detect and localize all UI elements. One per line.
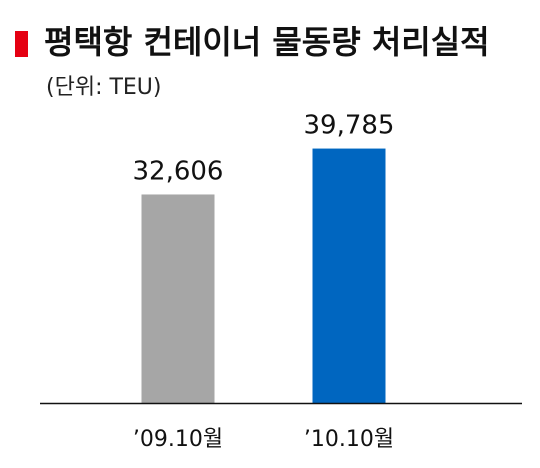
data-label-2: 39,785 <box>304 111 395 141</box>
data-label-1: 32,606 <box>133 156 224 186</box>
title-marker <box>15 31 28 57</box>
chart-title: 평택항 컨테이너 물동량 처리실적 <box>44 23 490 61</box>
bar-2 <box>312 148 386 403</box>
bar-1 <box>141 194 215 403</box>
unit-label: (단위: TEU) <box>46 75 162 100</box>
x-tick-label-1: ’09.10월 <box>133 427 223 452</box>
x-tick-label-2: ’10.10월 <box>304 427 394 452</box>
